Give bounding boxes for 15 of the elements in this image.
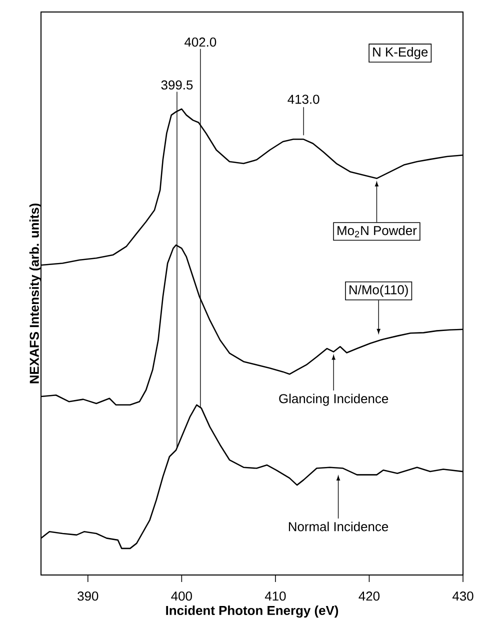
- annotation: Normal Incidence: [288, 522, 388, 532]
- ref-line-label: 399.5: [161, 80, 193, 90]
- x-tick-label: 410: [264, 592, 286, 601]
- annotation: N/Mo(110): [350, 284, 408, 297]
- y-axis-title: NEXAFS Intensity (arb. units): [29, 204, 42, 384]
- x-tick-label: 390: [78, 592, 98, 601]
- annotation: Glancing Incidence: [279, 394, 388, 406]
- ref-line-label: 402.0: [184, 38, 216, 47]
- annotation: Mo$_{2}$N Powder: [338, 226, 417, 238]
- x-tick-label: 400: [171, 592, 192, 601]
- annotation: 413.0: [288, 94, 320, 104]
- x-axis-title: Incident Photon Energy (eV): [166, 606, 338, 618]
- x-tick-label: 430: [452, 592, 474, 601]
- text: N K-Edge: [373, 47, 428, 60]
- x-tick-label: 420: [358, 592, 380, 601]
